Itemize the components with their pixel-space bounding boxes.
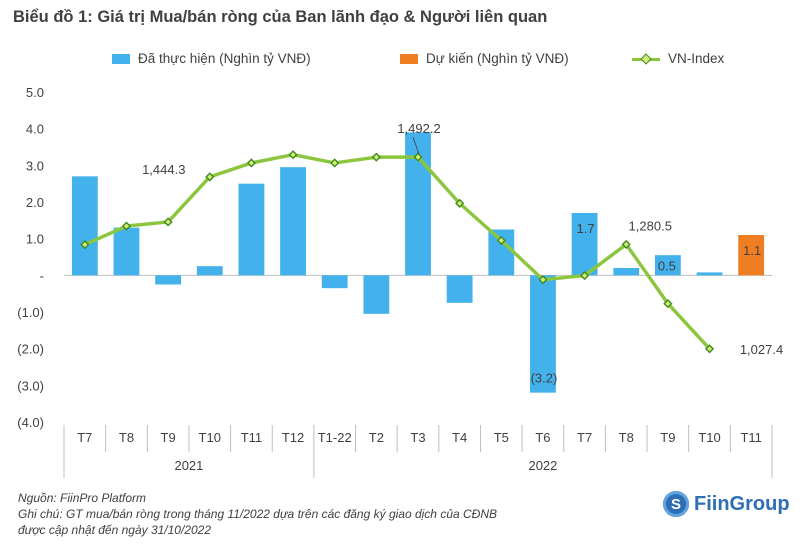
x-tick-label-t7: T7 — [77, 430, 92, 445]
data-label-t9-2022: 0.5 — [658, 258, 676, 273]
bar-actual-t7 — [71, 176, 98, 276]
vnindex-marker — [288, 150, 298, 160]
x-tick-label-t7: T7 — [577, 430, 592, 445]
bar-actual-t11 — [238, 183, 265, 276]
legend-item-actual: Đã thực hiện (Nghìn tỷ VNĐ) — [112, 51, 311, 66]
vnindex-line — [84, 152, 711, 351]
x-tick-label-t8: T8 — [119, 430, 134, 445]
y-tick-label: - — [40, 268, 44, 283]
legend-swatch-line — [632, 52, 660, 65]
vnindex-marker — [330, 158, 340, 168]
footer-note-line2: được cập nhật đến ngày 31/10/2022 — [18, 523, 212, 537]
bar-actual-t10 — [196, 266, 223, 276]
vnindex-marker — [163, 217, 173, 227]
legend: Đã thực hiện (Nghìn tỷ VNĐ) Dự kiến (Ngh… — [0, 51, 810, 71]
bar-actual-t9 — [654, 255, 681, 276]
data-label-t11-2022: 1.1 — [743, 243, 761, 258]
x-group-label-2021: 2021 — [174, 458, 203, 473]
x-tick-label-t6: T6 — [535, 430, 550, 445]
x-tick-label-t2: T2 — [369, 430, 384, 445]
vnindex-marker — [496, 235, 506, 246]
x-tick-label-t8: T8 — [619, 430, 634, 445]
x-tick-label-t10: T10 — [199, 430, 221, 445]
legend-item-forecast: Dự kiến (Nghìn tỷ VNĐ) — [400, 51, 569, 66]
x-tick-label-t4: T4 — [452, 430, 467, 445]
chart-title: Biểu đồ 1: Giá trị Mua/bán ròng của Ban … — [13, 8, 548, 26]
vnindex-marker — [246, 158, 257, 168]
y-tick-label: (2.0) — [17, 342, 44, 357]
y-tick-label: (3.0) — [17, 378, 44, 393]
vnindex-marker — [205, 172, 215, 182]
y-tick-label: 3.0 — [26, 158, 44, 173]
vnindex-marker — [538, 275, 548, 285]
legend-item-line: VN-Index — [632, 51, 724, 66]
bar-actual-t10 — [696, 272, 723, 276]
vnindex-marker — [413, 152, 423, 162]
bar-actual-t6 — [530, 275, 556, 393]
x-tick-label-t5: T5 — [494, 430, 509, 445]
x-tick-label-t9: T9 — [161, 430, 176, 445]
footer-note-line1: Ghi chú: GT mua/bán ròng trong tháng 11/… — [18, 507, 497, 521]
annotation-1444: 1,444.3 — [142, 162, 185, 177]
legend-label-actual: Đã thực hiện (Nghìn tỷ VNĐ) — [138, 51, 311, 66]
legend-swatch-forecast — [400, 53, 418, 64]
data-label-t6-2022: (3.2) — [531, 371, 558, 386]
x-tick-label-t3: T3 — [410, 430, 425, 445]
legend-label-forecast: Dự kiến (Nghìn tỷ VNĐ) — [426, 51, 569, 66]
bar-actual-t1-22 — [321, 275, 348, 289]
legend-swatch-actual — [112, 53, 130, 64]
y-tick-label: (4.0) — [17, 415, 44, 430]
x-group-label-2022: 2022 — [528, 458, 557, 473]
bar-actual-t4 — [446, 275, 473, 303]
x-tick-label-t10: T10 — [698, 430, 720, 445]
y-tick-label: 2.0 — [26, 195, 44, 210]
vnindex-marker — [579, 270, 590, 281]
bar-actual-t9 — [155, 275, 182, 285]
annotation-1492-leader — [412, 136, 420, 155]
bar-forecast-t11 — [738, 235, 765, 276]
fiingroup-logo-text: FiinGroup — [694, 492, 790, 515]
y-tick-label: 1.0 — [26, 232, 44, 247]
x-tick-label-t1-22: T1-22 — [318, 430, 352, 445]
vnindex-marker — [663, 299, 673, 309]
vnindex-marker — [621, 239, 631, 250]
x-tick-label-t11: T11 — [740, 430, 761, 445]
vnindex-marker — [455, 198, 465, 208]
bar-actual-t7 — [571, 213, 598, 276]
vnindex-marker — [121, 221, 132, 231]
bar-actual-t2 — [363, 275, 390, 314]
footer-source: Nguồn: FiinPro Platform — [18, 491, 147, 505]
fiingroup-logo-icon: S — [663, 491, 689, 517]
bar-actual-t8 — [113, 227, 140, 276]
x-tick-label-t11: T11 — [241, 430, 262, 445]
vnindex-marker — [704, 344, 715, 354]
data-label-t7-2022: 1.7 — [577, 221, 595, 236]
vnindex-marker — [371, 152, 381, 162]
annotation-1280: 1,280.5 — [629, 218, 672, 233]
y-tick-label: 4.0 — [26, 122, 44, 137]
x-tick-label-t9: T9 — [660, 430, 675, 445]
annotation-1027: 1,027.4 — [740, 342, 783, 357]
bar-actual-t12 — [280, 167, 306, 276]
legend-label-line: VN-Index — [668, 51, 725, 66]
y-tick-label: 5.0 — [26, 85, 44, 100]
annotation-1492: 1,492.2 — [397, 121, 440, 136]
y-tick-label: (1.0) — [17, 305, 44, 320]
chart-canvas: 5.0 4.0 3.0 2.0 1.0 - (1.0) (2.0) (3.0) (4.0) 1,44… — [17, 85, 783, 478]
fiingroup-logo: S FiinGroup — [663, 491, 790, 517]
x-tick-label-t12: T12 — [282, 430, 304, 445]
footer: Nguồn: FiinPro Platform Ghi chú: GT mua/… — [18, 490, 497, 538]
vnindex-marker — [80, 240, 90, 250]
bar-actual-t8 — [613, 268, 640, 276]
